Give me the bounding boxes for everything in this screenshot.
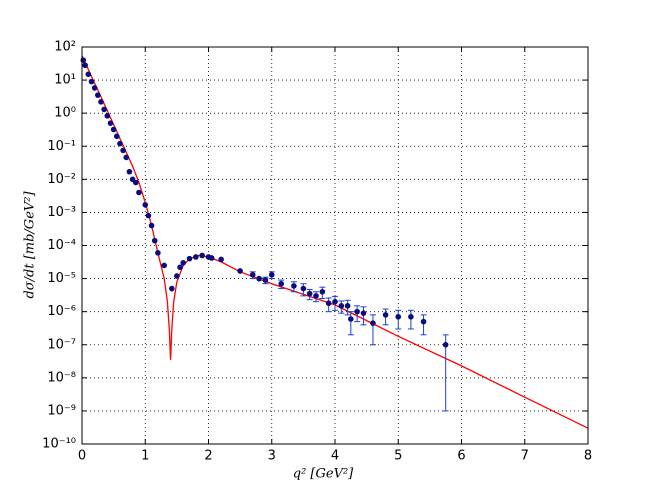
data-point bbox=[132, 179, 139, 186]
y-tick-label: 10² bbox=[54, 40, 76, 55]
data-point bbox=[218, 256, 224, 263]
data-point bbox=[360, 310, 367, 316]
data-point bbox=[408, 313, 414, 320]
data-point bbox=[354, 308, 360, 315]
data-point bbox=[249, 272, 256, 278]
data-point bbox=[291, 283, 297, 289]
data-point bbox=[117, 140, 123, 147]
data-point bbox=[145, 212, 152, 219]
data-point bbox=[262, 277, 269, 283]
y-tick-label: 10⁻¹⁰ bbox=[42, 437, 76, 452]
y-tick-label: 10⁻⁹ bbox=[47, 403, 76, 418]
y-tick-label: 10⁰ bbox=[54, 106, 76, 121]
data-point bbox=[142, 201, 149, 208]
data-point bbox=[101, 106, 107, 113]
data-point bbox=[80, 57, 87, 63]
data-point bbox=[123, 154, 130, 161]
data-point bbox=[300, 285, 307, 292]
data-point bbox=[420, 318, 427, 325]
y-tick-label: 10⁻² bbox=[47, 172, 76, 187]
x-tick-label: 4 bbox=[331, 449, 339, 464]
data-point bbox=[110, 126, 117, 133]
data-point bbox=[82, 62, 88, 69]
data-point bbox=[319, 288, 326, 295]
x-tick-label: 3 bbox=[268, 449, 276, 464]
x-tick-label: 6 bbox=[457, 449, 465, 464]
data-point bbox=[136, 189, 142, 196]
data-point bbox=[442, 341, 449, 348]
data-point bbox=[177, 264, 183, 271]
y-tick-label: 10¹ bbox=[54, 73, 76, 88]
data-point bbox=[306, 290, 313, 297]
y-tick-label: 10⁻⁶ bbox=[47, 304, 76, 319]
data-point bbox=[325, 300, 332, 307]
data-point bbox=[104, 113, 111, 119]
x-tick-label: 7 bbox=[521, 449, 529, 464]
x-tick-label: 2 bbox=[204, 449, 212, 464]
y-tick-label: 10⁻⁴ bbox=[47, 238, 76, 253]
y-tick-label: 10⁻¹ bbox=[47, 139, 76, 154]
x-tick-label: 5 bbox=[394, 449, 402, 464]
data-point bbox=[151, 237, 158, 244]
y-tick-label: 10⁻⁵ bbox=[47, 271, 76, 286]
data-point bbox=[155, 250, 161, 256]
data-point bbox=[344, 303, 351, 309]
data-point bbox=[348, 316, 354, 322]
data-point bbox=[332, 298, 338, 305]
data-point bbox=[107, 120, 114, 126]
data-point bbox=[313, 293, 319, 299]
data-point bbox=[256, 275, 262, 282]
x-tick-label: 1 bbox=[141, 449, 149, 464]
x-tick-label: 0 bbox=[78, 449, 86, 464]
data-point bbox=[113, 133, 120, 140]
x-tick-label: 8 bbox=[584, 449, 592, 464]
y-tick-label: 10⁻⁸ bbox=[47, 370, 76, 385]
data-point bbox=[88, 78, 95, 85]
data-point bbox=[95, 92, 101, 98]
data-point bbox=[193, 254, 199, 260]
data-point bbox=[148, 222, 155, 229]
plot-frame bbox=[81, 46, 589, 445]
y-axis-label: dσ/dt [mb/GeV²] bbox=[23, 191, 38, 299]
data-point bbox=[395, 313, 402, 320]
x-axis-label: q² [GeV²] bbox=[293, 467, 354, 482]
y-tick-label: 10⁻³ bbox=[47, 205, 76, 220]
data-point bbox=[85, 71, 92, 78]
data-point bbox=[268, 272, 275, 278]
data-point bbox=[208, 255, 215, 261]
y-tick-label: 10⁻⁷ bbox=[47, 337, 76, 352]
data-point bbox=[91, 85, 98, 91]
data-point bbox=[338, 303, 345, 309]
data-point bbox=[370, 320, 376, 326]
data-point bbox=[169, 285, 175, 292]
data-point bbox=[126, 168, 133, 175]
data-point bbox=[174, 273, 180, 279]
data-point bbox=[120, 147, 126, 154]
data-point bbox=[161, 262, 168, 269]
data-point bbox=[382, 312, 389, 318]
data-point bbox=[237, 268, 243, 274]
data-point bbox=[278, 280, 285, 287]
data-point bbox=[186, 255, 193, 262]
data-point bbox=[180, 259, 186, 266]
data-point bbox=[98, 99, 104, 105]
data-point bbox=[199, 252, 205, 259]
